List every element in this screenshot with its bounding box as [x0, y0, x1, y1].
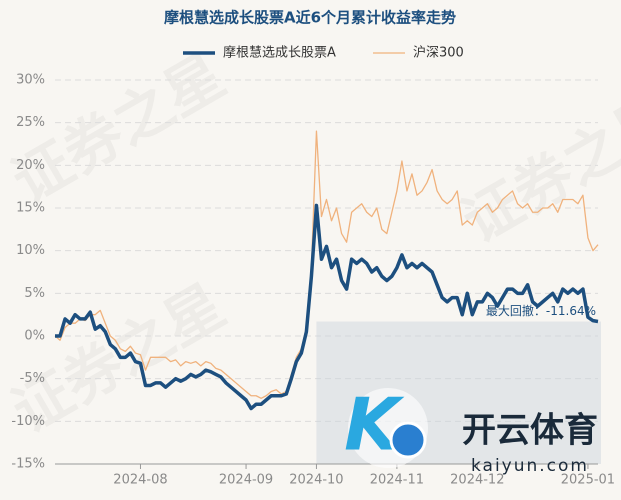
logo-ball: [389, 421, 427, 459]
legend-label: 沪深300: [413, 45, 464, 61]
y-tick-label: -5%: [20, 371, 45, 386]
chart-title: 摩根慧选成长股票A近6个月累计收益率走势: [164, 9, 456, 27]
y-tick-label: 0%: [24, 329, 45, 344]
y-tick-label: 15%: [16, 201, 45, 216]
x-tick-label: 2025-01: [561, 473, 615, 488]
x-tick-label: 2024-09: [219, 473, 273, 488]
x-tick-label: 2024-12: [450, 473, 504, 488]
plot-area: -15% -10% -5% 0% 5% 10% 15% 20% 25% 30% 最大回撤：-11.6…: [11, 73, 615, 488]
legend-label: 摩根慧选成长股票A: [223, 45, 336, 61]
x-tick-label: 2024-08: [113, 473, 167, 488]
logo-text: 开云体育: [462, 411, 598, 451]
series-line: [55, 203, 599, 411]
y-tick-label: 25%: [16, 115, 45, 130]
x-tick-label: 2024-11: [370, 473, 424, 488]
y-tick-label: -15%: [11, 457, 45, 472]
y-tick-label: -10%: [11, 414, 45, 429]
logo: K 开云体育 kaiyun.com: [344, 383, 598, 476]
series-line: [54, 130, 599, 399]
y-tick-label: 30%: [16, 73, 45, 88]
y-tick-label: 20%: [16, 158, 45, 173]
x-tick-label: 2024-10: [289, 473, 343, 488]
y-tick-label: 5%: [24, 286, 45, 301]
drawdown-label: 最大回撤：-11.64%: [486, 303, 596, 318]
y-tick-label: 10%: [16, 243, 45, 258]
watermark: 证券之星: [451, 81, 621, 256]
logo-url: kaiyun.com: [471, 456, 589, 476]
